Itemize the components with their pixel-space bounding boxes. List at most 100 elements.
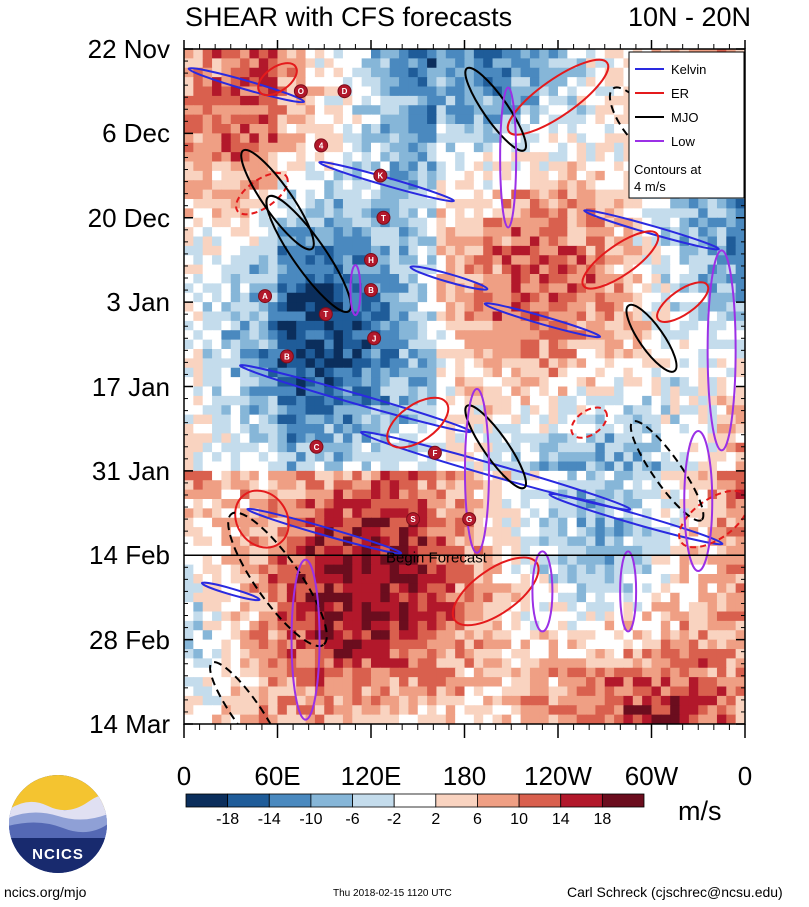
heatmap-cell xyxy=(576,180,587,191)
heatmap-cell xyxy=(726,705,737,716)
heatmap-cell xyxy=(604,330,615,341)
heatmap-cell xyxy=(707,452,718,463)
heatmap-cell xyxy=(371,377,381,388)
heatmap-cell xyxy=(436,142,447,153)
heatmap-cell xyxy=(240,630,251,641)
heatmap-cell xyxy=(352,77,363,88)
heatmap-cell xyxy=(249,339,260,350)
heatmap-cell xyxy=(249,152,260,163)
heatmap-cell xyxy=(501,583,512,594)
chart-region: 10N - 20N xyxy=(627,2,751,32)
heatmap-cell xyxy=(184,405,194,416)
heatmap-cell xyxy=(501,49,512,59)
heatmap-cell xyxy=(249,489,260,500)
heatmap-cell xyxy=(305,424,316,434)
heatmap-cell xyxy=(184,114,194,125)
heatmap-cell xyxy=(221,714,232,724)
heatmap-cell xyxy=(202,527,213,538)
heatmap-cell xyxy=(548,152,559,163)
heatmap-cell xyxy=(698,602,709,613)
heatmap-cell xyxy=(427,302,438,313)
heatmap-cell xyxy=(642,583,653,594)
footer-author: Carl Schreck (cjschrec@ncsu.edu) xyxy=(567,884,783,900)
heatmap-cell xyxy=(445,95,456,106)
mjo-contour xyxy=(625,303,678,373)
heatmap-cell xyxy=(483,255,494,266)
heatmap-cell xyxy=(492,555,503,566)
heatmap-cell xyxy=(212,461,222,472)
heatmap-cell xyxy=(483,236,494,247)
heatmap-cell xyxy=(417,152,428,163)
heatmap-cell xyxy=(548,142,559,153)
heatmap-cell xyxy=(221,639,232,650)
heatmap-cell xyxy=(445,208,456,219)
heatmap-cell xyxy=(735,292,745,303)
heatmap-cell xyxy=(567,564,578,575)
heatmap-cell xyxy=(202,461,213,472)
heatmap-cell xyxy=(408,433,419,444)
colorbar-label: 14 xyxy=(551,811,570,828)
heatmap-cell xyxy=(698,208,709,219)
heatmap-cell xyxy=(333,114,344,125)
heatmap-cell xyxy=(632,489,643,500)
heatmap-cell xyxy=(240,302,251,313)
heatmap-cell xyxy=(576,349,587,359)
heatmap-cell xyxy=(492,170,503,181)
heatmap-cell xyxy=(614,142,625,153)
heatmap-cell xyxy=(314,302,325,313)
heatmap-cell xyxy=(660,311,671,322)
heatmap-cell xyxy=(726,489,737,500)
heatmap-cell xyxy=(501,667,512,678)
heatmap-cell xyxy=(586,414,596,425)
heatmap-cell xyxy=(221,105,232,116)
heatmap-cell xyxy=(202,639,213,650)
heatmap-cell xyxy=(520,245,531,256)
heatmap-cell xyxy=(240,705,251,716)
heatmap-cell xyxy=(193,292,204,303)
heatmap-cell xyxy=(651,508,662,519)
heatmap-cell xyxy=(389,480,400,491)
heatmap-cell xyxy=(268,274,279,284)
heatmap-cell xyxy=(230,320,241,331)
heatmap-cell xyxy=(184,602,194,613)
heatmap-cell xyxy=(389,142,400,153)
heatmap-cell xyxy=(698,274,709,284)
heatmap-cell xyxy=(249,395,260,406)
heatmap-cell xyxy=(483,620,494,631)
heatmap-cell xyxy=(558,236,568,247)
heatmap-cell xyxy=(258,658,269,669)
heatmap-cell xyxy=(567,667,578,678)
heatmap-cell xyxy=(342,695,353,706)
heatmap-cell xyxy=(296,452,307,463)
heatmap-cell xyxy=(436,377,447,388)
heatmap-cell xyxy=(679,639,690,650)
heatmap-cell xyxy=(455,302,466,313)
heatmap-cell xyxy=(623,189,634,200)
heatmap-cell xyxy=(501,574,512,584)
heatmap-cell xyxy=(473,602,484,613)
heatmap-cell xyxy=(427,330,438,341)
heatmap-cell xyxy=(726,217,737,228)
heatmap-cell xyxy=(230,424,241,434)
heatmap-cell xyxy=(548,386,559,397)
heatmap-cell xyxy=(184,545,194,556)
heatmap-cell xyxy=(576,705,587,716)
heatmap-cell xyxy=(389,592,400,603)
heatmap-cell xyxy=(567,208,578,219)
heatmap-cell xyxy=(221,320,232,331)
heatmap-cell xyxy=(716,667,727,678)
heatmap-cell xyxy=(464,583,475,594)
heatmap-cell xyxy=(473,236,484,247)
heatmap-cell xyxy=(529,583,540,594)
heatmap-cell xyxy=(221,292,232,303)
heatmap-cell xyxy=(268,49,279,59)
heatmap-cell xyxy=(258,311,269,322)
heatmap-cell xyxy=(240,49,251,59)
heatmap-cell xyxy=(595,545,606,556)
heatmap-cell xyxy=(221,152,232,163)
heatmap-cell xyxy=(614,124,625,134)
heatmap-cell xyxy=(212,367,222,378)
heatmap-cell xyxy=(417,461,428,472)
heatmap-cell xyxy=(501,452,512,463)
heatmap-cell xyxy=(286,386,297,397)
